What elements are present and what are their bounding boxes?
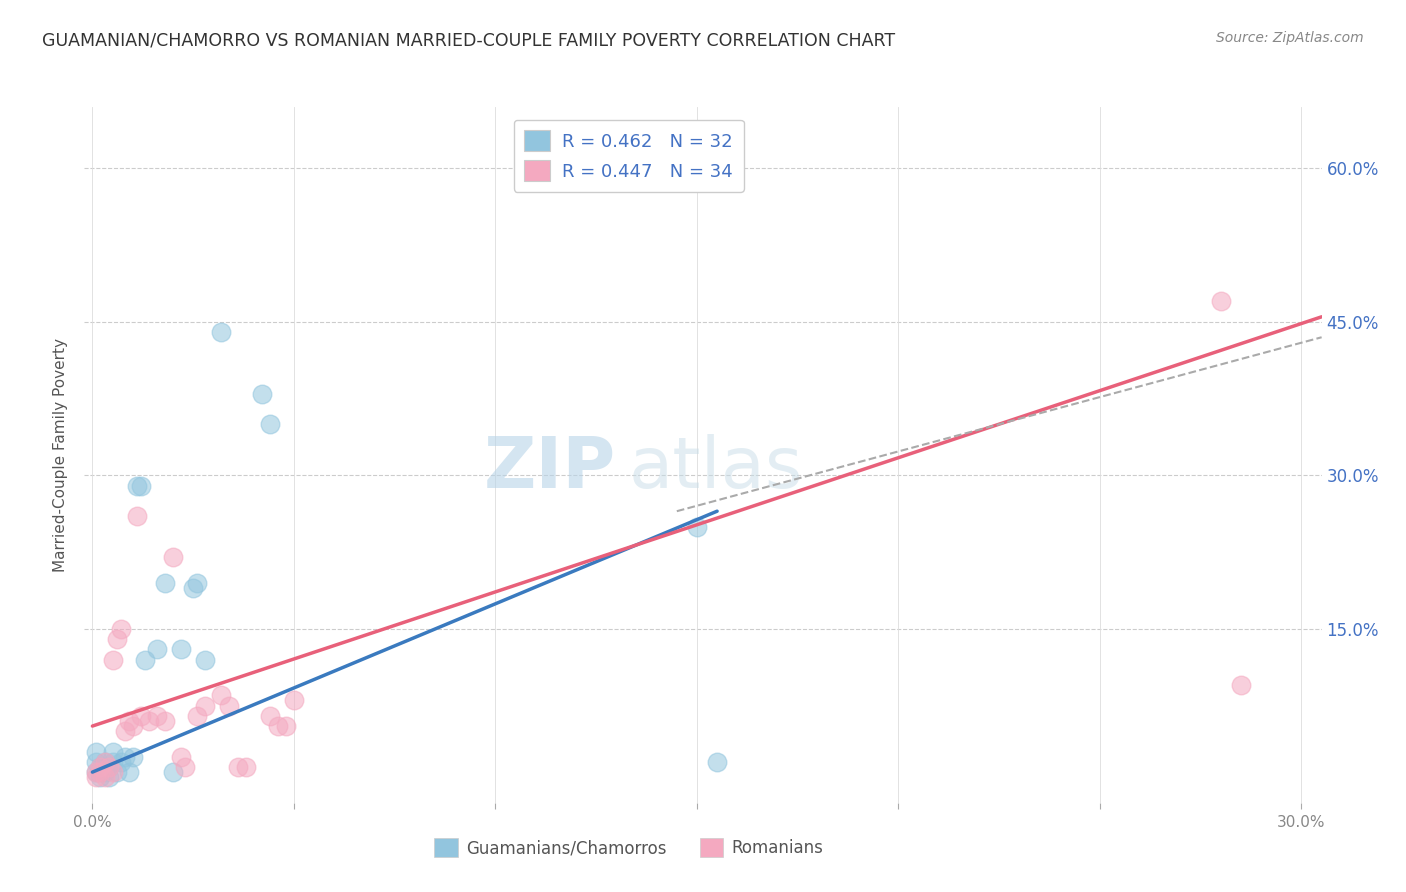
Point [89, 765, 111, 780]
Point [706, 755, 728, 769]
Point [1209, 294, 1232, 309]
Point [118, 714, 141, 728]
Point [89, 770, 111, 784]
Point [194, 652, 217, 666]
Text: GUAMANIAN/CHAMORRO VS ROMANIAN MARRIED-COUPLE FAMILY POVERTY CORRELATION CHART: GUAMANIAN/CHAMORRO VS ROMANIAN MARRIED-C… [42, 31, 896, 49]
Point [97, 760, 120, 774]
Point [86, 755, 108, 769]
Point [97, 770, 120, 784]
Point [129, 708, 152, 723]
Y-axis label: Married-Couple Family Poverty: Married-Couple Family Poverty [53, 338, 69, 572]
Point [93, 765, 115, 780]
Point [101, 755, 124, 769]
Point [105, 632, 128, 646]
Point [93, 755, 115, 769]
Point [121, 749, 143, 764]
Point [259, 417, 281, 432]
Point [93, 770, 115, 784]
Point [274, 719, 297, 733]
Point [153, 575, 176, 590]
Point [101, 652, 124, 666]
Point [153, 714, 176, 728]
Point [101, 745, 124, 759]
Point [186, 708, 208, 723]
Legend: Guamanians/Chamorros, Romanians: Guamanians/Chamorros, Romanians [427, 831, 830, 864]
Point [138, 714, 160, 728]
Point [283, 693, 305, 707]
Point [235, 760, 257, 774]
Point [174, 760, 197, 774]
Point [125, 478, 148, 492]
Point [114, 749, 136, 764]
Point [86, 745, 108, 759]
Point [89, 765, 111, 780]
Point [134, 652, 156, 666]
Text: atlas: atlas [628, 434, 803, 503]
Point [89, 760, 111, 774]
Point [86, 770, 108, 784]
Point [686, 519, 709, 533]
Point [226, 760, 249, 774]
Point [97, 760, 120, 774]
Point [146, 708, 169, 723]
Point [110, 622, 132, 636]
Point [93, 755, 115, 769]
Point [86, 765, 108, 780]
Point [86, 765, 108, 780]
Point [118, 765, 141, 780]
Text: ZIP: ZIP [484, 434, 616, 503]
Point [162, 765, 184, 780]
Point [209, 689, 232, 703]
Point [170, 749, 193, 764]
Point [170, 642, 193, 657]
Point [114, 724, 136, 739]
Point [125, 509, 148, 524]
Point [194, 698, 217, 713]
Point [121, 719, 143, 733]
Point [105, 765, 128, 780]
Point [101, 765, 124, 780]
Point [181, 581, 204, 595]
Point [186, 575, 208, 590]
Point [259, 708, 281, 723]
Point [162, 550, 184, 565]
Point [267, 719, 290, 733]
Point [218, 698, 240, 713]
Point [129, 478, 152, 492]
Point [1230, 678, 1253, 692]
Point [146, 642, 169, 657]
Point [89, 760, 111, 774]
Point [110, 755, 132, 769]
Text: Source: ZipAtlas.com: Source: ZipAtlas.com [1216, 31, 1364, 45]
Point [209, 325, 232, 339]
Point [250, 386, 273, 401]
